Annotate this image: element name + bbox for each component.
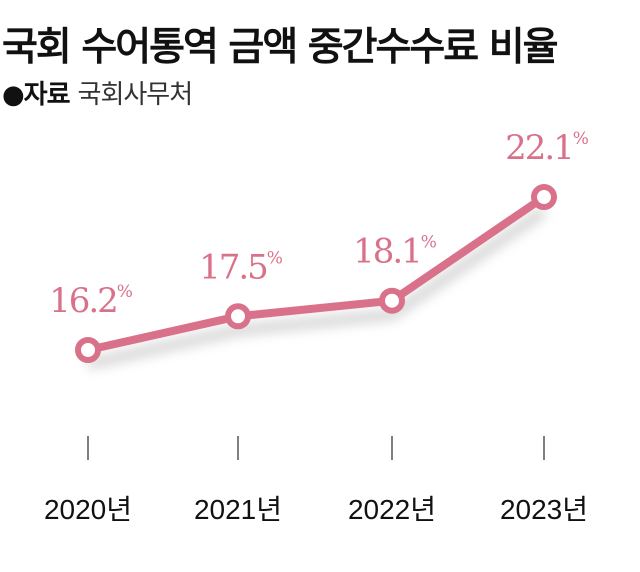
data-point [225,303,251,330]
x-tick-label: 2022년 [348,494,436,525]
source-value: 국회사무처 [77,80,194,110]
series-line [87,193,547,354]
source-label: ●자료 [2,80,71,110]
unit-label: % [117,282,133,302]
source-line: ●자료 국회사무처 [2,74,194,111]
data-point [379,287,405,314]
x-tick-label: 2021년 [194,494,282,525]
line-shadow [86,206,547,369]
data-label: 18.1% [353,232,437,272]
data-label: 16.2% [49,281,133,321]
data-point [75,337,101,363]
x-tick-label: 2023년 [500,494,588,525]
unit-label: % [267,248,283,268]
unit-label: % [421,233,437,253]
data-point [531,184,557,211]
unit-label: % [573,129,589,149]
data-label: 22.1% [505,128,589,168]
x-tick-label: 2020년 [44,494,132,525]
data-label: 17.5% [199,247,283,287]
chart-title: 국회 수어통역 금액 중간수수료 비율 [2,25,559,70]
